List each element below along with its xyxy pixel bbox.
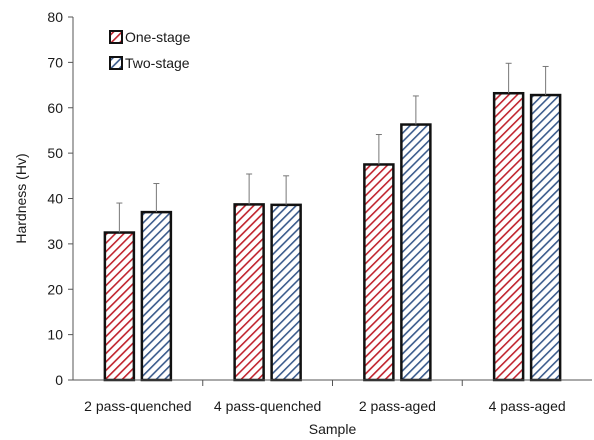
y-tick-label: 0	[55, 372, 63, 388]
error-bars	[116, 62, 549, 233]
plot-area: 0 10 20 30 40 50 60 70 80 2 pass-quenched 4 pass-…	[47, 9, 592, 414]
y-tick-label: 50	[47, 145, 63, 161]
bars	[103, 91, 562, 382]
y-tick-label: 40	[47, 191, 63, 207]
y-axis-ticks: 0 10 20 30 40 50 60 70 80	[47, 9, 73, 388]
legend-swatch-one-stage	[109, 30, 123, 44]
bar-two-stage-3	[400, 123, 432, 382]
legend-label: Two-stage	[125, 55, 190, 71]
x-tick-label: 4 pass-quenched	[214, 398, 321, 414]
x-tick-label: 2 pass-quenched	[84, 398, 191, 414]
x-axis-ticks: 2 pass-quenched 4 pass-quenched 2 pass-age…	[84, 380, 566, 414]
bar-two-stage-4	[529, 93, 562, 382]
y-tick-label: 70	[47, 54, 63, 70]
y-tick-label: 10	[47, 327, 63, 343]
y-tick-label: 20	[47, 281, 63, 297]
legend-swatch-two-stage	[109, 56, 123, 70]
y-tick-label: 60	[47, 100, 63, 116]
y-axis-title: Hardness (Hv)	[13, 153, 29, 243]
bar-one-stage-1	[103, 231, 136, 382]
y-tick-label: 80	[47, 9, 63, 25]
x-tick-label: 2 pass-aged	[359, 398, 436, 414]
bar-one-stage-4	[492, 91, 525, 382]
bar-two-stage-1	[140, 210, 173, 382]
legend-label: One-stage	[125, 29, 191, 45]
legend: One-stage Two-stage	[109, 29, 191, 71]
x-axis-title: Sample	[309, 421, 357, 437]
x-tick-label: 4 pass-aged	[489, 398, 566, 414]
y-tick-label: 30	[47, 236, 63, 252]
bar-one-stage-2	[233, 203, 265, 382]
bar-two-stage-2	[270, 203, 302, 382]
bar-one-stage-3	[363, 163, 395, 382]
